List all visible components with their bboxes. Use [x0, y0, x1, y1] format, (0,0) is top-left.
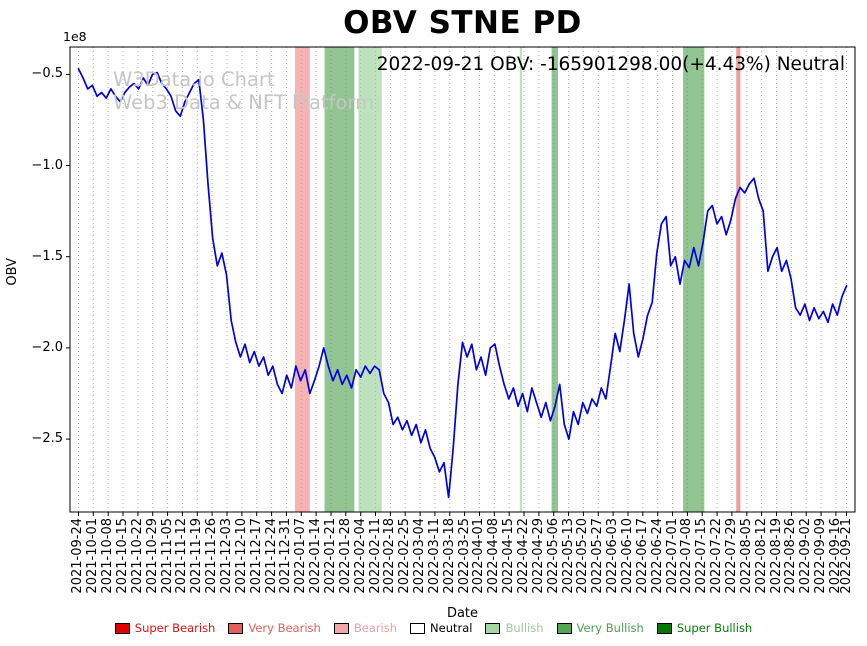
x-tick-label: 2022-06-24 — [649, 518, 665, 594]
legend-item-super-bullish: Super Bullish — [656, 621, 753, 635]
legend-swatch — [333, 622, 349, 634]
x-tick-label: 2022-07-15 — [694, 518, 710, 594]
legend-item-bearish: Bearish — [333, 621, 398, 635]
x-tick-label: 2022-08-05 — [738, 518, 754, 594]
legend-item-bullish: Bullish — [485, 621, 544, 635]
legend-swatch — [485, 622, 501, 634]
y-axis-offset-label: 1e8 — [63, 29, 87, 44]
x-tick-label: 2021-12-10 — [233, 518, 249, 594]
x-tick-label: 2022-02-18 — [382, 518, 398, 594]
x-tick-label: 2022-09-02 — [798, 518, 814, 594]
legend-label: Very Bearish — [248, 621, 321, 635]
signal-band — [736, 47, 741, 512]
legend-swatch — [228, 622, 244, 634]
x-tick-label: 2022-02-11 — [367, 518, 383, 594]
x-tick-label: 2021-10-01 — [85, 518, 101, 594]
legend-swatch — [410, 622, 426, 634]
x-tick-label: 2022-03-11 — [426, 518, 442, 594]
x-tick-label: 2022-06-10 — [619, 518, 635, 594]
x-tick-label: 2022-01-07 — [293, 518, 309, 594]
obv-value-annotation: 2022-09-21 OBV: -165901298.00(+4.43%) Ne… — [376, 54, 845, 75]
x-tick-label: 2022-02-25 — [397, 518, 413, 594]
signal-band — [324, 47, 355, 512]
x-tick-label: 2021-11-26 — [204, 518, 220, 594]
x-tick-label: 2022-04-15 — [501, 518, 517, 594]
legend-label: Neutral — [430, 621, 473, 635]
x-tick-label: 2022-06-17 — [634, 518, 650, 594]
x-tick-label: 2022-05-20 — [575, 518, 591, 594]
y-tick-label: −2.0 — [31, 339, 63, 355]
x-tick-label: 2021-12-03 — [219, 518, 234, 594]
legend: Super Bearish Very Bearish Bearish Neutral B… — [0, 621, 867, 635]
x-tick-label: 2022-05-27 — [590, 518, 606, 594]
x-tick-label: 2022-03-04 — [412, 518, 428, 594]
signal-band — [683, 47, 705, 512]
signal-band — [519, 47, 522, 512]
x-tick-label: 2022-05-13 — [560, 518, 576, 594]
legend-item-neutral: Neutral — [410, 621, 472, 635]
x-tick-label: 2022-08-19 — [768, 518, 784, 594]
legend-label: Bearish — [353, 621, 398, 635]
x-tick-label: 2021-12-17 — [248, 518, 264, 594]
x-tick-label: 2022-04-22 — [516, 518, 532, 594]
x-tick-label: 2022-05-06 — [545, 518, 561, 594]
gridlines — [78, 47, 847, 512]
x-tick-label: 2022-09-09 — [813, 518, 829, 594]
x-tick-label: 2021-10-15 — [115, 518, 131, 594]
x-tick-label: 2022-01-14 — [308, 518, 324, 594]
legend-label: Super Bullish — [676, 621, 753, 635]
y-tick-label: −2.5 — [31, 431, 63, 447]
x-tick-label: 2021-10-29 — [144, 518, 160, 594]
x-tick-label: 2022-04-29 — [530, 518, 546, 594]
x-tick-label: 2021-11-12 — [174, 518, 190, 594]
legend-item-super-bearish: Super Bearish — [114, 621, 216, 635]
x-axis-label: Date — [446, 606, 479, 621]
legend-label: Super Bearish — [134, 621, 216, 635]
x-tick-label: 2021-12-24 — [263, 518, 279, 594]
x-tick-label: 2022-07-22 — [709, 518, 725, 594]
x-tick-label: 2022-09-21 — [838, 518, 854, 594]
legend-label: Bullish — [505, 621, 544, 635]
legend-item-very-bearish: Very Bearish — [228, 621, 321, 635]
x-tick-label: 2022-07-08 — [679, 518, 695, 594]
x-tick-label: 2022-08-26 — [783, 518, 799, 594]
y-tick-label: −0.5 — [31, 66, 63, 82]
legend-item-very-bullish: Very Bullish — [556, 621, 644, 635]
legend-swatch — [114, 622, 130, 634]
x-tick-label: 2021-10-22 — [129, 518, 145, 594]
x-tick-label: 2021-11-19 — [189, 518, 205, 594]
x-tick-label: 2022-03-18 — [441, 518, 457, 594]
y-tick-label: −1.5 — [31, 248, 63, 264]
legend-swatch — [656, 622, 672, 634]
x-tick-label: 2022-04-08 — [486, 518, 502, 594]
x-tick-label: 2021-11-05 — [159, 518, 175, 594]
x-tick-label: 2022-07-01 — [664, 518, 680, 594]
x-tick-label: 2021-10-08 — [100, 518, 116, 594]
signal-band — [294, 47, 310, 512]
axis-tick-marks — [66, 73, 847, 516]
x-tick-label: 2021-12-31 — [278, 518, 294, 594]
x-tick-label: 2022-07-29 — [723, 518, 739, 594]
chart-title: OBV STNE PD — [343, 5, 582, 41]
x-tick-label: 2022-01-28 — [337, 518, 353, 594]
signal-bands — [294, 47, 741, 512]
legend-swatch — [556, 622, 572, 634]
signal-band — [551, 47, 558, 512]
signal-band — [358, 47, 382, 512]
x-tick-label: 2022-03-25 — [456, 518, 472, 594]
obv-line — [77, 68, 848, 499]
x-tick-label: 2022-01-21 — [322, 518, 338, 594]
x-tick-label: 2022-04-01 — [471, 518, 487, 594]
x-tick-label: 2022-08-12 — [753, 518, 769, 594]
x-tick-label: 2022-02-04 — [352, 518, 368, 594]
plot-border — [69, 46, 856, 513]
x-tick-label: 2022-06-03 — [605, 518, 621, 594]
x-tick-label: 2021-09-24 — [70, 518, 86, 594]
y-tick-label: −1.0 — [31, 157, 63, 173]
legend-label: Very Bullish — [576, 621, 644, 635]
